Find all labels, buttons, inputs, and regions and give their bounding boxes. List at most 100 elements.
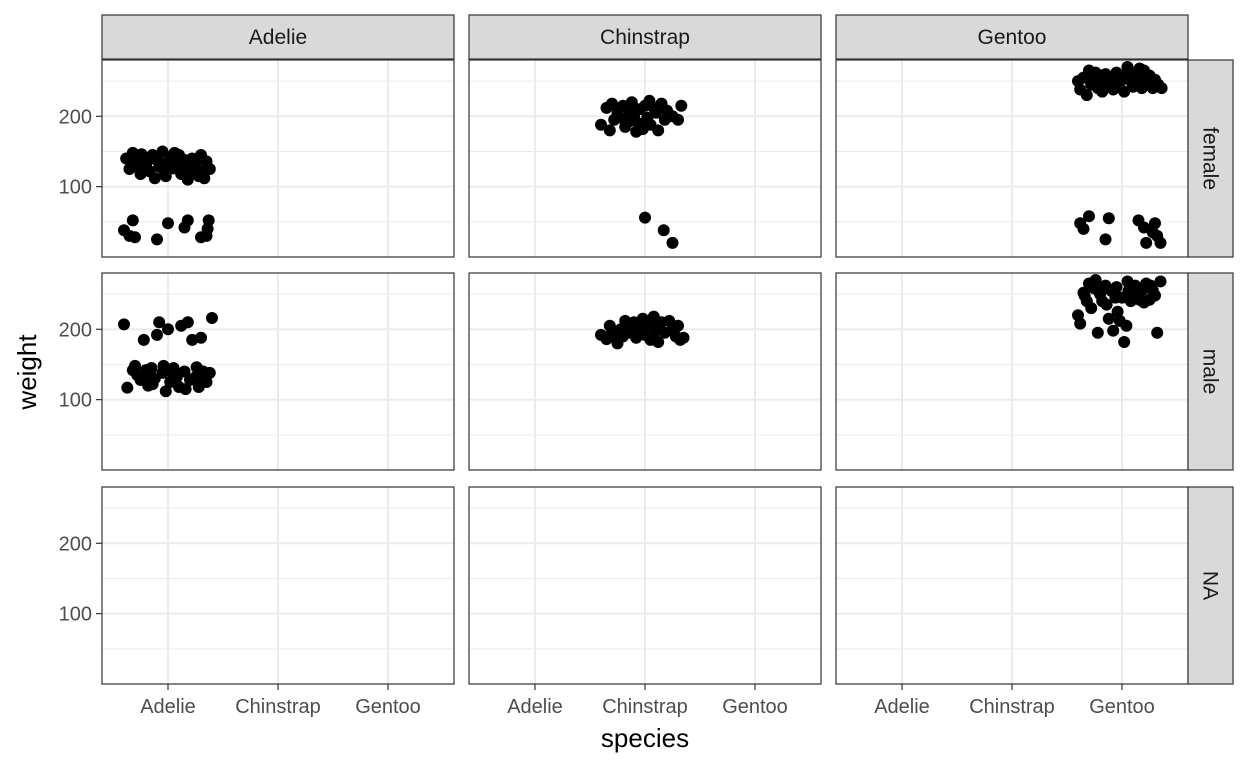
data-point — [1127, 80, 1139, 93]
data-point — [190, 153, 203, 166]
data-point — [595, 118, 607, 131]
y-tick-label: 100 — [59, 177, 92, 199]
data-point — [1133, 62, 1146, 75]
data-point — [614, 111, 627, 124]
strips-layer: Adelie Chinstrap Gentoo female male NA — [101, 14, 1234, 685]
panel-border — [468, 59, 822, 258]
strip-top-chinstrap — [468, 14, 822, 60]
data-point — [145, 152, 158, 165]
data-point — [652, 335, 665, 348]
x-tick-label: Chinstrap — [969, 696, 1055, 718]
strip-label-female: female — [1199, 127, 1222, 190]
data-point — [632, 117, 645, 130]
data-point — [181, 316, 194, 329]
data-point — [181, 214, 194, 227]
data-point — [643, 94, 656, 107]
data-point — [1133, 293, 1146, 306]
strip-label-na: NA — [1199, 571, 1222, 600]
x-tick-label: Adelie — [140, 696, 196, 718]
data-point — [650, 106, 662, 119]
data-point — [126, 146, 139, 159]
data-point — [657, 224, 670, 237]
data-point — [1102, 312, 1115, 325]
data-point — [1083, 210, 1095, 223]
data-point — [1085, 302, 1098, 315]
data-point — [1111, 305, 1124, 318]
data-point — [162, 323, 174, 336]
data-point — [153, 316, 166, 329]
data-point — [1080, 89, 1093, 102]
data-point — [198, 172, 211, 185]
y-axis-title: weight — [12, 334, 42, 411]
data-point — [606, 97, 618, 110]
panels-layer — [101, 59, 1189, 685]
data-point — [129, 231, 141, 244]
data-point — [165, 365, 178, 378]
data-point — [1089, 66, 1102, 79]
data-point — [666, 236, 679, 249]
data-point — [672, 319, 684, 332]
data-point — [118, 318, 130, 331]
data-point — [159, 385, 172, 398]
data-point — [1078, 289, 1091, 302]
data-point — [179, 383, 192, 396]
data-point — [1077, 222, 1090, 235]
data-point — [146, 378, 159, 391]
data-point — [1138, 221, 1150, 234]
data-point — [675, 99, 688, 112]
panel-border — [101, 272, 455, 471]
data-point — [151, 233, 163, 246]
data-point — [129, 159, 141, 172]
data-point — [155, 157, 168, 170]
strip-label-chinstrap: Chinstrap — [600, 26, 690, 49]
data-point — [168, 146, 181, 159]
data-point — [126, 214, 139, 227]
data-point — [623, 104, 636, 117]
data-point — [677, 331, 690, 344]
data-point — [645, 317, 658, 330]
data-point — [1149, 217, 1161, 230]
data-point — [126, 364, 139, 377]
data-point — [137, 333, 150, 346]
x-tick-label: Gentoo — [1089, 696, 1155, 718]
x-tick-label: Adelie — [507, 696, 563, 718]
y-tick-label: 200 — [59, 106, 92, 128]
data-point — [199, 372, 212, 385]
x-tick-label: Chinstrap — [602, 696, 688, 718]
strip-label-adelie: Adelie — [249, 26, 307, 49]
y-tick-label: 200 — [59, 533, 92, 555]
data-point — [1144, 77, 1157, 90]
data-point — [1155, 82, 1168, 95]
data-point — [1122, 284, 1135, 297]
data-point — [603, 124, 616, 137]
data-point — [1091, 326, 1104, 339]
data-point — [1122, 71, 1135, 84]
data-point — [151, 328, 163, 341]
y-tick-label: 100 — [59, 604, 92, 626]
data-point — [1102, 212, 1115, 225]
data-point — [1107, 324, 1120, 337]
data-point — [1151, 326, 1164, 339]
x-tick-label: Gentoo — [722, 696, 788, 718]
axes-layer: 100 200 100 200 100 200 Adelie Chinstrap Gentoo A… — [59, 106, 1155, 718]
data-point — [159, 170, 172, 183]
data-point — [1149, 289, 1161, 302]
data-point — [1111, 80, 1124, 93]
data-point — [672, 113, 684, 126]
data-point — [202, 214, 215, 227]
data-point — [135, 148, 148, 161]
data-point — [195, 331, 207, 344]
data-point — [206, 312, 218, 325]
data-point — [162, 217, 174, 230]
data-point — [1140, 236, 1153, 249]
x-axis-title: species — [601, 723, 689, 753]
strip-top-gentoo — [835, 14, 1189, 60]
data-point — [138, 369, 151, 382]
panel-border — [468, 272, 822, 471]
panel-border — [101, 59, 455, 258]
data-point — [203, 163, 216, 176]
data-point — [1110, 281, 1123, 294]
y-tick-label: 200 — [59, 319, 92, 341]
x-tick-label: Gentoo — [355, 696, 421, 718]
